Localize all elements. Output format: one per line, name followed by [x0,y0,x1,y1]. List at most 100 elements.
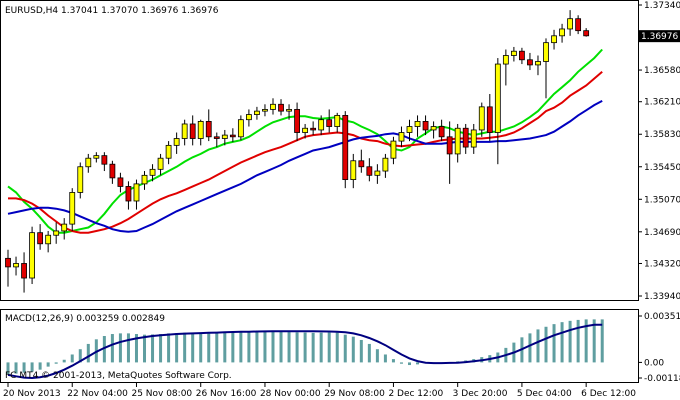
candle [53,222,60,244]
candle-body [551,35,557,44]
candle-body [390,140,397,159]
candle-body [21,263,27,279]
macd-histogram-bar [319,332,323,363]
candle-body [334,115,341,127]
candle [85,153,92,173]
candle-body [270,103,276,110]
candle [117,172,124,193]
candle-body [245,114,252,121]
candle [502,49,509,86]
candle [398,126,405,148]
candle-body [527,59,533,66]
candle-body [350,160,357,180]
macd-histogram-bar [70,354,74,363]
candle [254,106,260,120]
candle-body [478,106,485,131]
candle-body [37,232,44,245]
candle [342,111,349,189]
candle-body [583,30,590,37]
header-open: 1.37041 [58,6,98,16]
candle [141,171,148,190]
macd-plot-area [6,319,604,380]
y-tick-label: 1.35070 [644,195,680,205]
candle [527,52,533,71]
candle-body [398,132,405,142]
candle-body [535,61,541,66]
macd-histogram-bar [30,362,34,372]
y-tick-label: 1.36580 [644,66,680,76]
candle-body [462,127,469,148]
candle [37,224,44,250]
macd-histogram-bar [560,322,564,363]
macd-signal-line [7,323,603,380]
candle [213,132,220,148]
macd-histogram-bar [231,331,235,363]
candle [229,128,236,142]
candle [414,115,421,137]
x-tick-label: 29 Nov 08:00 [324,389,385,399]
candle [93,152,100,163]
macd-histogram-bar [14,362,18,374]
candle [422,115,429,136]
macd-histogram-bar [327,332,331,363]
macd-histogram-bar [263,331,267,363]
candle [486,94,493,142]
candle-body [470,129,477,148]
candle-body [502,55,509,65]
macd-histogram-bar [271,331,275,363]
macd-histogram-bar [62,359,66,363]
candle [334,112,341,133]
candle [406,119,413,142]
candle-body [229,134,236,138]
x-tick-label: 22 Nov 04:00 [67,389,128,399]
macd-histogram-bar [207,332,211,363]
candle-body [254,110,260,115]
candle-body [318,119,325,131]
candle-body [125,186,132,202]
candle-body [294,109,300,133]
x-tick-label: 28 Nov 00:00 [260,389,321,399]
candle [454,123,461,163]
candle-body [374,170,381,176]
header-close: 1.36976 [178,6,218,16]
candle-body [414,121,421,127]
macd-histogram-bar [311,332,315,363]
candle [173,132,180,154]
macd-panel-frame [0,309,639,383]
candle [510,46,517,62]
candle [559,23,565,43]
x-tick-label: 6 Dec 12:00 [581,389,636,399]
candle-body [149,168,156,176]
candle [133,179,140,210]
candle [318,115,325,136]
candle [205,109,212,142]
macd-histogram-bar [295,332,299,363]
candle [61,218,68,240]
y-tick-label: 1.35830 [644,130,680,140]
macd-histogram-bar [383,354,387,363]
macd-histogram-bar [175,333,179,363]
candle-body [358,160,365,168]
candle-body [101,155,108,165]
candle [29,226,35,285]
candle-body [310,127,317,131]
macd-histogram-bar [199,332,203,363]
macd-histogram-bar [592,319,596,363]
x-tick-label: 3 Dec 20:00 [453,389,508,399]
candle [543,38,549,99]
candle-body [29,232,35,279]
macd-histogram-bar [134,334,138,363]
candle [519,47,525,65]
y-tick-label: 1.33940 [644,292,680,302]
candle-body [213,136,220,139]
candle [551,29,557,50]
candle [125,181,132,210]
macd-histogram-bar [552,324,556,363]
candle [270,98,276,115]
candle-body [446,136,453,155]
candle [470,123,477,154]
candle-body [326,119,333,127]
macd-histogram-bar [183,332,187,363]
